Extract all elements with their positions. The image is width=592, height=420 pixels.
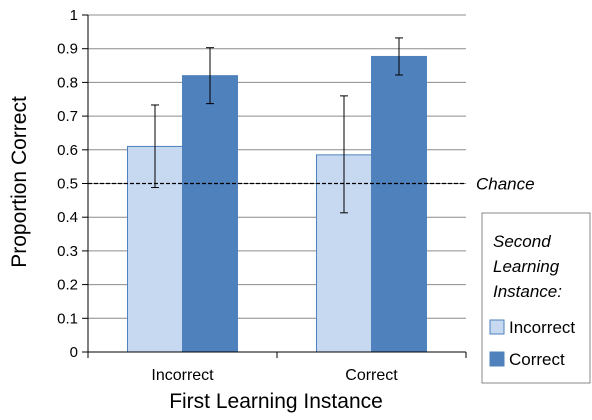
legend-title-line-3: Instance: [493, 282, 562, 301]
legend: Second Learning Instance: Incorrect Corre… [481, 212, 591, 384]
y-tick-labels: 0 0.1 0.2 0.3 0.4 0.5 0.6 0.7 0.8 0.9 1 [57, 7, 78, 361]
y-tick-label-8: 0.8 [57, 74, 78, 91]
legend-swatch-incorrect [489, 319, 505, 335]
bars [127, 55, 427, 353]
y-tick-label-1: 0.1 [57, 310, 78, 327]
x-category-label-1: Correct [345, 367, 398, 384]
y-tick-label-0: 0 [70, 344, 78, 361]
x-category-label-0: Incorrect [151, 367, 214, 384]
x-category-labels: Incorrect Correct [151, 367, 398, 384]
legend-swatch-correct [489, 351, 505, 367]
error-bars [151, 37, 403, 214]
chance-label: Chance [476, 175, 535, 194]
legend-title-line-1: Second [493, 232, 551, 251]
y-tick-label-7: 0.7 [57, 108, 78, 125]
y-tick-label-10: 1 [70, 7, 78, 24]
legend-title-line-2: Learning [493, 257, 560, 276]
y-tick-label-3: 0.3 [57, 243, 78, 260]
bar-correct-correct [371, 55, 427, 353]
y-tick-label-5: 0.5 [57, 176, 78, 193]
y-axis-title: Proportion Correct [8, 96, 31, 268]
legend-label-incorrect: Incorrect [509, 318, 575, 337]
legend-label-correct: Correct [509, 350, 565, 369]
y-tick-label-6: 0.6 [57, 142, 78, 159]
bar-correct-incorrect [182, 75, 238, 353]
chance-reference-line: Chance [88, 175, 535, 194]
y-tick-label-4: 0.4 [57, 209, 78, 226]
x-axis-title: First Learning Instance [169, 390, 383, 413]
y-tick-label-9: 0.9 [57, 41, 78, 58]
legend-items: Incorrect Correct [489, 318, 575, 369]
y-tick-label-2: 0.2 [57, 277, 78, 294]
